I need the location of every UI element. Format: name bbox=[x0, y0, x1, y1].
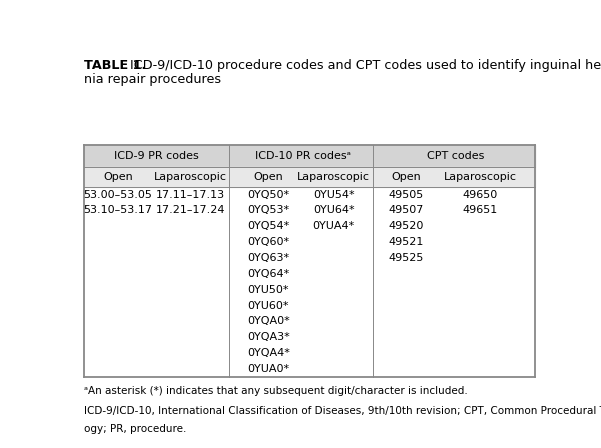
Text: 0YQA0*: 0YQA0* bbox=[247, 316, 290, 327]
Bar bbox=[84, 167, 535, 186]
Text: Laparoscopic: Laparoscopic bbox=[297, 172, 370, 181]
Text: ogy; PR, procedure.: ogy; PR, procedure. bbox=[84, 423, 186, 434]
Text: ICD-10 PR codesᵃ: ICD-10 PR codesᵃ bbox=[255, 151, 351, 161]
Text: 0YUA4*: 0YUA4* bbox=[313, 221, 355, 231]
Text: 0YQ50*: 0YQ50* bbox=[248, 190, 290, 199]
Text: 49520: 49520 bbox=[388, 221, 424, 231]
Text: 0YQ63*: 0YQ63* bbox=[248, 253, 290, 263]
Text: 17.11–17.13: 17.11–17.13 bbox=[156, 190, 225, 199]
Text: CPT codes: CPT codes bbox=[427, 151, 485, 161]
Text: Open: Open bbox=[103, 172, 133, 181]
Text: 49507: 49507 bbox=[388, 205, 424, 215]
Text: nia repair procedures: nia repair procedures bbox=[84, 73, 221, 86]
Bar bbox=[84, 145, 535, 167]
Text: Laparoscopic: Laparoscopic bbox=[154, 172, 227, 181]
Text: 0YQ54*: 0YQ54* bbox=[247, 221, 290, 231]
Text: 49650: 49650 bbox=[463, 190, 498, 199]
Text: ᵃAn asterisk (*) indicates that any subsequent digit/character is included.: ᵃAn asterisk (*) indicates that any subs… bbox=[84, 386, 467, 396]
Text: Open: Open bbox=[254, 172, 283, 181]
Text: 0YQA4*: 0YQA4* bbox=[247, 348, 290, 358]
Text: ICD-9/ICD-10, International Classification of Diseases, 9th/10th revision; CPT, : ICD-9/ICD-10, International Classificati… bbox=[84, 406, 601, 416]
Text: 0YQA3*: 0YQA3* bbox=[247, 332, 290, 342]
Text: ICD-9 PR codes: ICD-9 PR codes bbox=[114, 151, 198, 161]
Text: 0YU60*: 0YU60* bbox=[248, 301, 289, 310]
Text: 0YQ53*: 0YQ53* bbox=[248, 205, 290, 215]
Text: 0YQ60*: 0YQ60* bbox=[248, 237, 290, 247]
Text: 49505: 49505 bbox=[388, 190, 424, 199]
Text: ICD-9/ICD-10 procedure codes and CPT codes used to identify inguinal her-: ICD-9/ICD-10 procedure codes and CPT cod… bbox=[130, 59, 601, 72]
Text: 17.21–17.24: 17.21–17.24 bbox=[156, 205, 225, 215]
Text: 0YUA0*: 0YUA0* bbox=[248, 364, 290, 374]
Text: 49521: 49521 bbox=[388, 237, 424, 247]
Text: 0YQ64*: 0YQ64* bbox=[247, 269, 290, 279]
Text: 49651: 49651 bbox=[463, 205, 498, 215]
Text: 53.00–53.05: 53.00–53.05 bbox=[84, 190, 153, 199]
Text: 0YU50*: 0YU50* bbox=[248, 285, 289, 295]
Text: Open: Open bbox=[391, 172, 421, 181]
Text: 53.10–53.17: 53.10–53.17 bbox=[84, 205, 153, 215]
Text: TABLE 1.: TABLE 1. bbox=[84, 59, 146, 72]
Text: 0YU54*: 0YU54* bbox=[313, 190, 355, 199]
Text: Laparoscopic: Laparoscopic bbox=[444, 172, 517, 181]
Text: 0YU64*: 0YU64* bbox=[313, 205, 355, 215]
Text: 49525: 49525 bbox=[388, 253, 424, 263]
